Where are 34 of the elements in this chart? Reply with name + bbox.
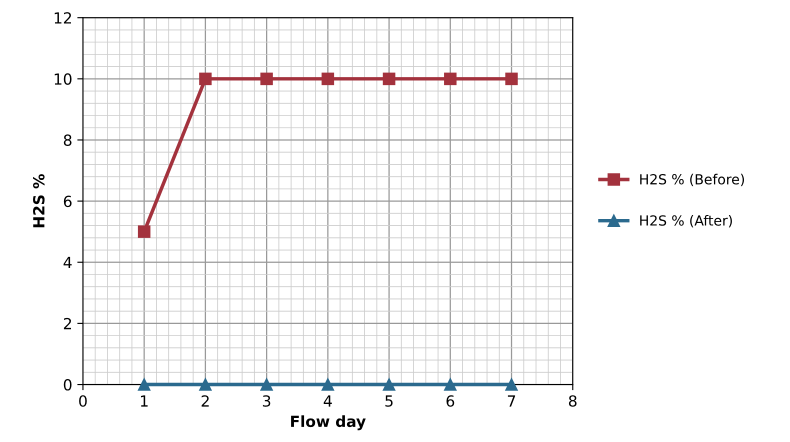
y-axis-title: H2S % [33,174,45,228]
legend-label: H2S % (Before) [640,174,744,186]
point [382,72,396,86]
point [322,378,334,391]
x-tick-label: 2 [202,395,209,407]
x-tick-label: 5 [385,395,393,407]
x-tick-label: 0 [79,395,87,407]
point [260,378,273,391]
x-axis-title: Flow day [291,415,366,430]
y-tick-label: 12 [54,12,72,24]
x-tick-label: 3 [262,395,270,407]
point [260,72,273,86]
y-tick-label: 10 [54,73,72,85]
x-tick-label: 1 [140,395,148,407]
y-tick-label: 4 [64,256,72,268]
point [199,72,212,86]
y-tick-label: 6 [64,196,72,208]
point [505,378,518,391]
x-tick-label: 8 [568,395,577,407]
x-tick-label: 7 [508,395,516,407]
point [138,378,150,391]
legend-label: H2S % (After) [640,215,732,228]
x-tick-label: 4 [324,395,332,407]
point [199,378,212,391]
point [444,378,457,391]
y-tick-label: 2 [64,318,72,330]
point [444,72,457,86]
y-tick-label: 8 [64,134,72,146]
point [382,378,396,391]
y-tick-label: 0 [64,379,72,391]
x-tick-label: 6 [446,395,454,407]
point [505,72,518,86]
point [322,72,334,86]
point [138,225,150,238]
